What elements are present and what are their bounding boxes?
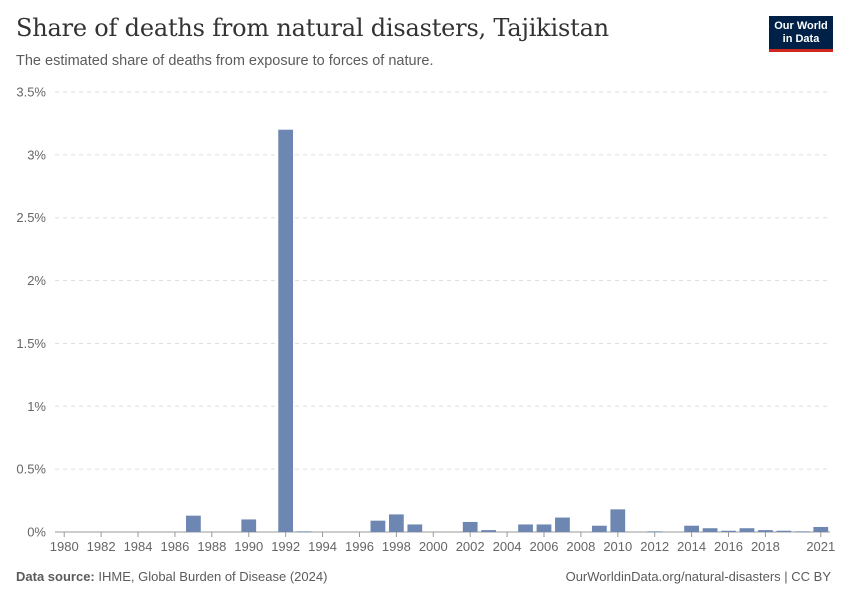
x-tick-label: 2006 [530,539,559,554]
bar-2014[interactable] [684,525,699,532]
x-tick-label: 1992 [271,539,300,554]
bar-2009[interactable] [591,525,607,532]
chart-subtitle: The estimated share of deaths from expos… [16,53,434,69]
bar-2015[interactable] [702,528,718,532]
owid-logo[interactable]: Our World in Data [769,16,833,52]
x-tick-label: 2004 [493,539,522,554]
x-tick-label: 2016 [714,539,743,554]
x-tick-label: 2008 [566,539,595,554]
chart-title: Share of deaths from natural disasters, … [16,14,609,42]
x-tick-label: 2010 [603,539,632,554]
bar-2002[interactable] [462,521,478,532]
logo-line-1: Our World [774,20,828,32]
bar-2007[interactable] [555,517,570,532]
bar-2003[interactable] [481,530,497,532]
x-tick-label: 2002 [456,539,485,554]
y-tick-label: 0% [27,525,46,540]
x-axis-ticks: 1980 1982 1984 1986 1988 1990 1992 1994 1996 1998… [50,532,835,554]
x-tick-label: 1982 [87,539,116,554]
x-tick-label: 1988 [197,539,226,554]
x-tick-label: 1998 [382,539,411,554]
source-url-link[interactable]: OurWorldinData.org/natural-disasters | C… [565,569,831,584]
x-tick-label: 2018 [751,539,780,554]
bar-2021[interactable] [813,526,829,532]
bar-2016[interactable] [721,530,736,532]
y-tick-label: 2.5% [16,210,46,225]
data-source-text: IHME, Global Burden of Disease (2024) [98,569,328,584]
bar-2006[interactable] [536,524,552,532]
bar-1992[interactable] [278,129,294,532]
y-tick-label: 3% [27,147,46,162]
grid-lines [55,91,830,533]
bar-2012[interactable] [647,531,663,533]
bar-2019[interactable] [776,530,792,532]
x-tick-label: 1990 [234,539,263,554]
bar-2018[interactable] [758,530,773,532]
logo-line-2: in Data [782,33,820,45]
y-tick-label: 1% [27,399,46,414]
bars [186,129,829,533]
x-tick-label: 1986 [160,539,189,554]
bar-2005[interactable] [518,524,533,532]
x-tick-label: 1980 [50,539,79,554]
x-tick-label: 1994 [308,539,337,554]
bar-1987[interactable] [186,515,201,532]
x-tick-label: 1984 [124,539,153,554]
bar-2020[interactable] [794,531,810,533]
bar-1990[interactable] [241,519,257,532]
x-tick-label: 2014 [677,539,706,554]
bar-1997[interactable] [370,520,386,532]
x-tick-label: 1996 [345,539,374,554]
bar-1998[interactable] [388,514,404,532]
bar-1993[interactable] [296,531,312,533]
x-tick-label: 2000 [419,539,448,554]
y-tick-label: 2% [27,273,46,288]
data-source: Data source: IHME, Global Burden of Dise… [16,569,327,584]
bar-1999[interactable] [407,524,423,532]
x-tick-label: 2021 [806,539,835,554]
y-tick-label: 3.5% [16,85,46,100]
bar-2010[interactable] [610,509,626,532]
y-axis-ticks: 0% 0.5% 1% 1.5% 2% 2.5% 3% 3.5% [16,85,46,540]
bar-2017[interactable] [739,528,755,532]
x-tick-label: 2012 [640,539,669,554]
data-source-label: Data source: [16,569,95,584]
y-tick-label: 0.5% [16,462,46,477]
y-tick-label: 1.5% [16,336,46,351]
